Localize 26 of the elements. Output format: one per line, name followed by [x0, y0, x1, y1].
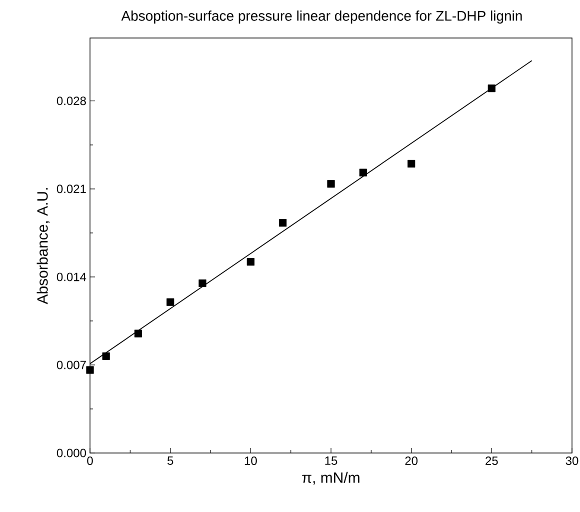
chart-title: Absoption-surface pressure linear dependence for ZL-DHP lignin: [121, 10, 522, 24]
y-tick-label: 0.014: [56, 272, 86, 282]
point: [327, 180, 335, 188]
x-tick-label: 30: [566, 456, 578, 466]
point: [166, 298, 174, 306]
x-tick-label: 25: [486, 456, 498, 466]
x-tick-label: 10: [244, 456, 257, 466]
point: [488, 84, 496, 92]
point: [134, 330, 142, 338]
point: [359, 168, 367, 176]
point: [408, 160, 416, 168]
point: [198, 279, 206, 288]
y-tick-label: 0.021: [56, 184, 86, 194]
y-axis-title: Absorbance, A.U.: [36, 188, 50, 304]
point: [86, 366, 94, 374]
x-axis-title: π, mN/m: [302, 472, 360, 485]
y-tick-label: 0.028: [56, 96, 86, 106]
y-tick-label: 0.007: [56, 360, 86, 370]
x-tick-label: 0: [87, 456, 93, 466]
x-tick-label: 5: [167, 456, 174, 465]
point: [246, 258, 254, 266]
y-tick-label: 0.000: [56, 448, 86, 458]
x-tick-label: 20: [405, 456, 418, 466]
point: [102, 352, 110, 360]
x-tick-label: 15: [325, 456, 338, 465]
point: [279, 219, 287, 227]
